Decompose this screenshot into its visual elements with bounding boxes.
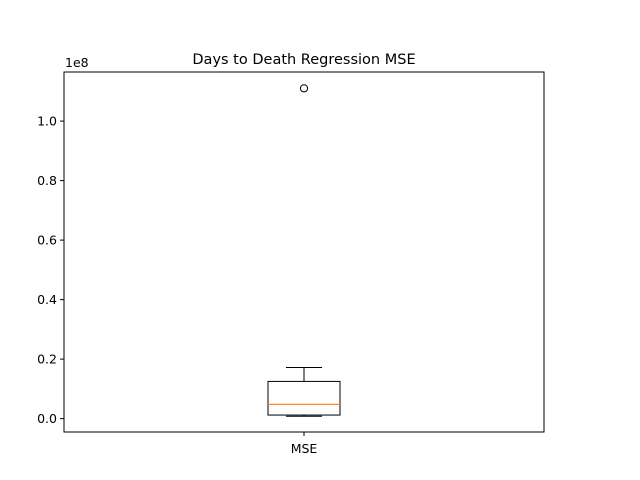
chart-title: Days to Death Regression MSE bbox=[192, 52, 415, 68]
y-tick-label: 0.2 bbox=[37, 352, 57, 367]
plot-area: 0.0 0.2 0.4 0.6 0.8 1.0 MSE bbox=[37, 71, 545, 456]
y-axis-offset-label: 1e8 bbox=[65, 55, 89, 70]
outlier-point bbox=[299, 84, 309, 93]
y-tick-label: 0.6 bbox=[37, 233, 57, 248]
y-tick-label: 0.0 bbox=[37, 411, 57, 426]
y-tick-label: 0.4 bbox=[37, 292, 57, 307]
x-tick-label: MSE bbox=[291, 441, 318, 456]
y-tick-label: 1.0 bbox=[37, 114, 57, 129]
iqr-box bbox=[267, 380, 341, 416]
y-tick-label: 0.8 bbox=[37, 173, 57, 188]
